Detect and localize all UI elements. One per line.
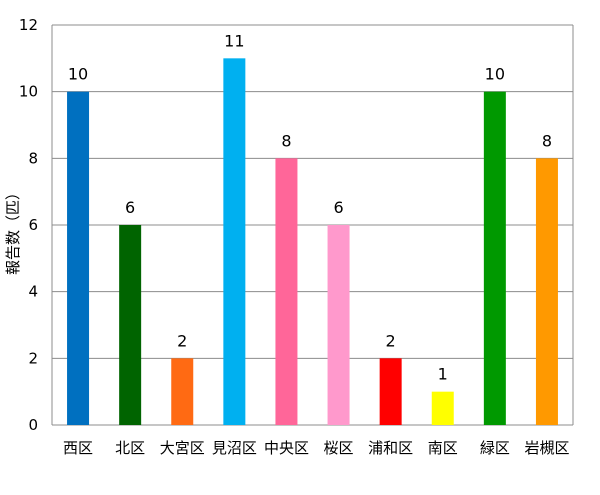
- bar: [327, 225, 350, 425]
- x-tick-label: 南区: [428, 439, 458, 457]
- bar: [67, 91, 90, 426]
- y-tick-label: 10: [19, 83, 38, 101]
- bar: [275, 158, 298, 426]
- data-label: 1: [438, 365, 448, 384]
- x-tick-label: 大宮区: [160, 439, 205, 457]
- y-tick-label: 4: [28, 283, 38, 301]
- data-label: 6: [125, 198, 135, 217]
- data-labels: 10 6 2 11 8 6 2 1 10 8: [68, 31, 552, 383]
- x-tick-label: 浦和区: [368, 439, 413, 457]
- x-tick-label: 緑区: [480, 439, 510, 457]
- data-label: 10: [68, 65, 88, 84]
- bar: [171, 358, 194, 425]
- x-tick-label: 中央区: [264, 439, 309, 457]
- y-tick-label: 12: [19, 16, 38, 34]
- x-tick-label: 桜区: [324, 439, 354, 457]
- y-axis-label: 報告数（匹）: [4, 185, 22, 275]
- y-tick-label: 0: [28, 416, 38, 434]
- y-tick-label: 2: [28, 349, 38, 367]
- bars: [67, 58, 558, 426]
- data-label: 10: [485, 65, 505, 84]
- x-axis-ticks: 西区 北区 大宮区 見沼区 中央区 桜区 浦和区 南区 緑区 岩槻区: [63, 439, 569, 457]
- y-axis-ticks: 0 2 4 6 8 10 12: [19, 16, 38, 434]
- x-tick-label: 北区: [115, 439, 145, 457]
- data-label: 2: [177, 331, 187, 350]
- bar: [483, 91, 506, 426]
- bar: [431, 391, 454, 425]
- data-label: 11: [224, 31, 244, 50]
- y-tick-label: 6: [28, 216, 38, 234]
- x-tick-label: 西区: [63, 439, 93, 457]
- data-label: 2: [386, 331, 396, 350]
- bar: [223, 58, 246, 425]
- data-label: 6: [333, 198, 343, 217]
- y-tick-label: 8: [28, 149, 38, 167]
- data-label: 8: [281, 131, 291, 150]
- bar: [379, 358, 402, 425]
- bar: [119, 225, 142, 425]
- bar: [535, 158, 558, 426]
- x-tick-label: 岩槻区: [524, 439, 569, 457]
- data-label: 8: [542, 131, 552, 150]
- x-tick-label: 見沼区: [212, 439, 257, 457]
